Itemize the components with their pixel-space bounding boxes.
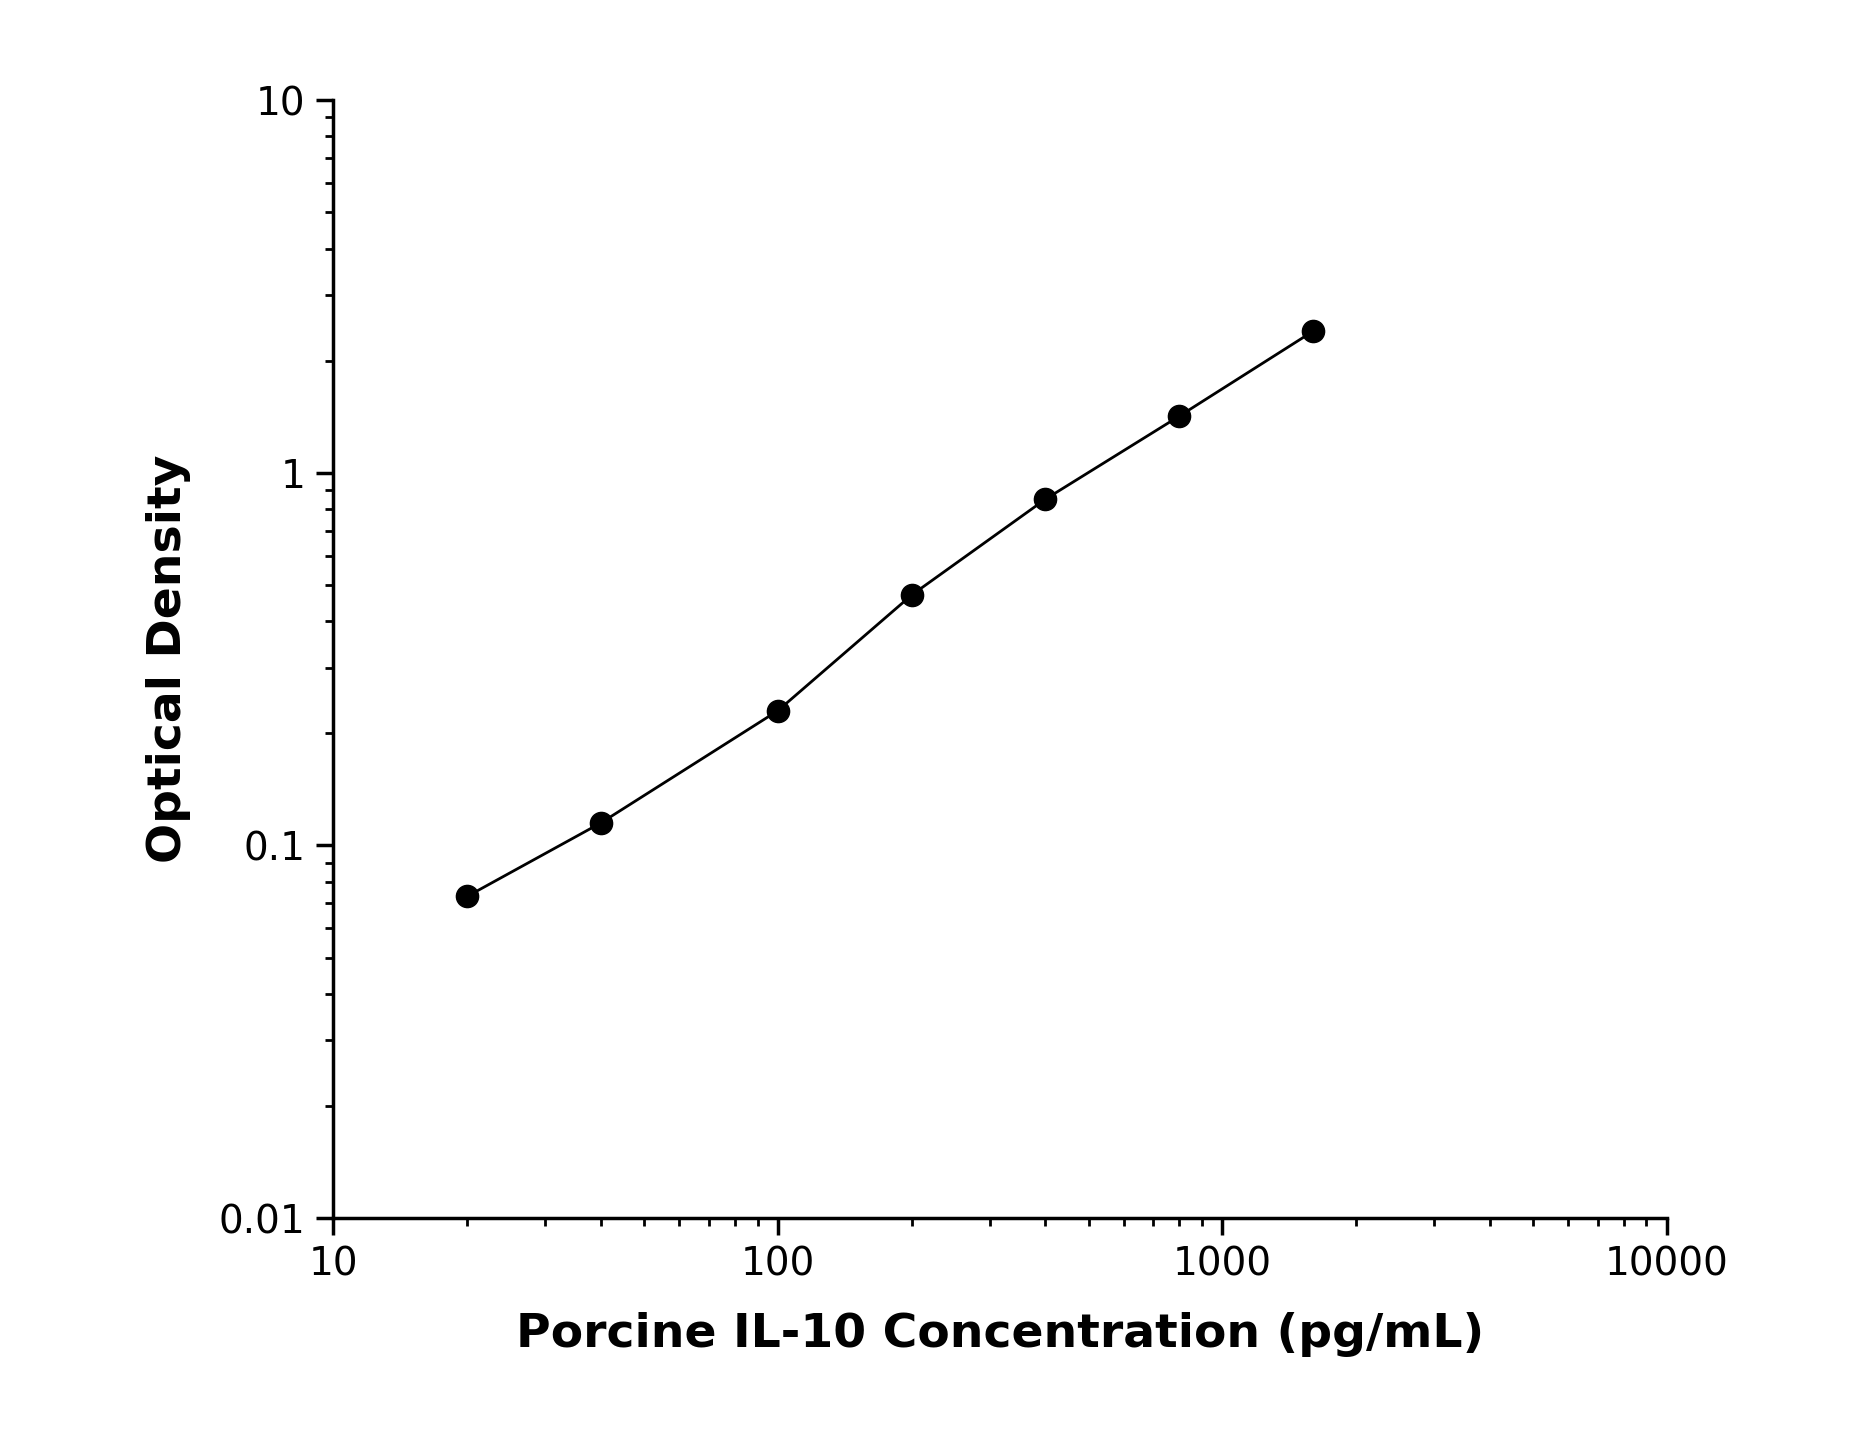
Y-axis label: Optical Density: Optical Density	[146, 456, 191, 863]
X-axis label: Porcine IL-10 Concentration (pg/mL): Porcine IL-10 Concentration (pg/mL)	[517, 1311, 1483, 1357]
